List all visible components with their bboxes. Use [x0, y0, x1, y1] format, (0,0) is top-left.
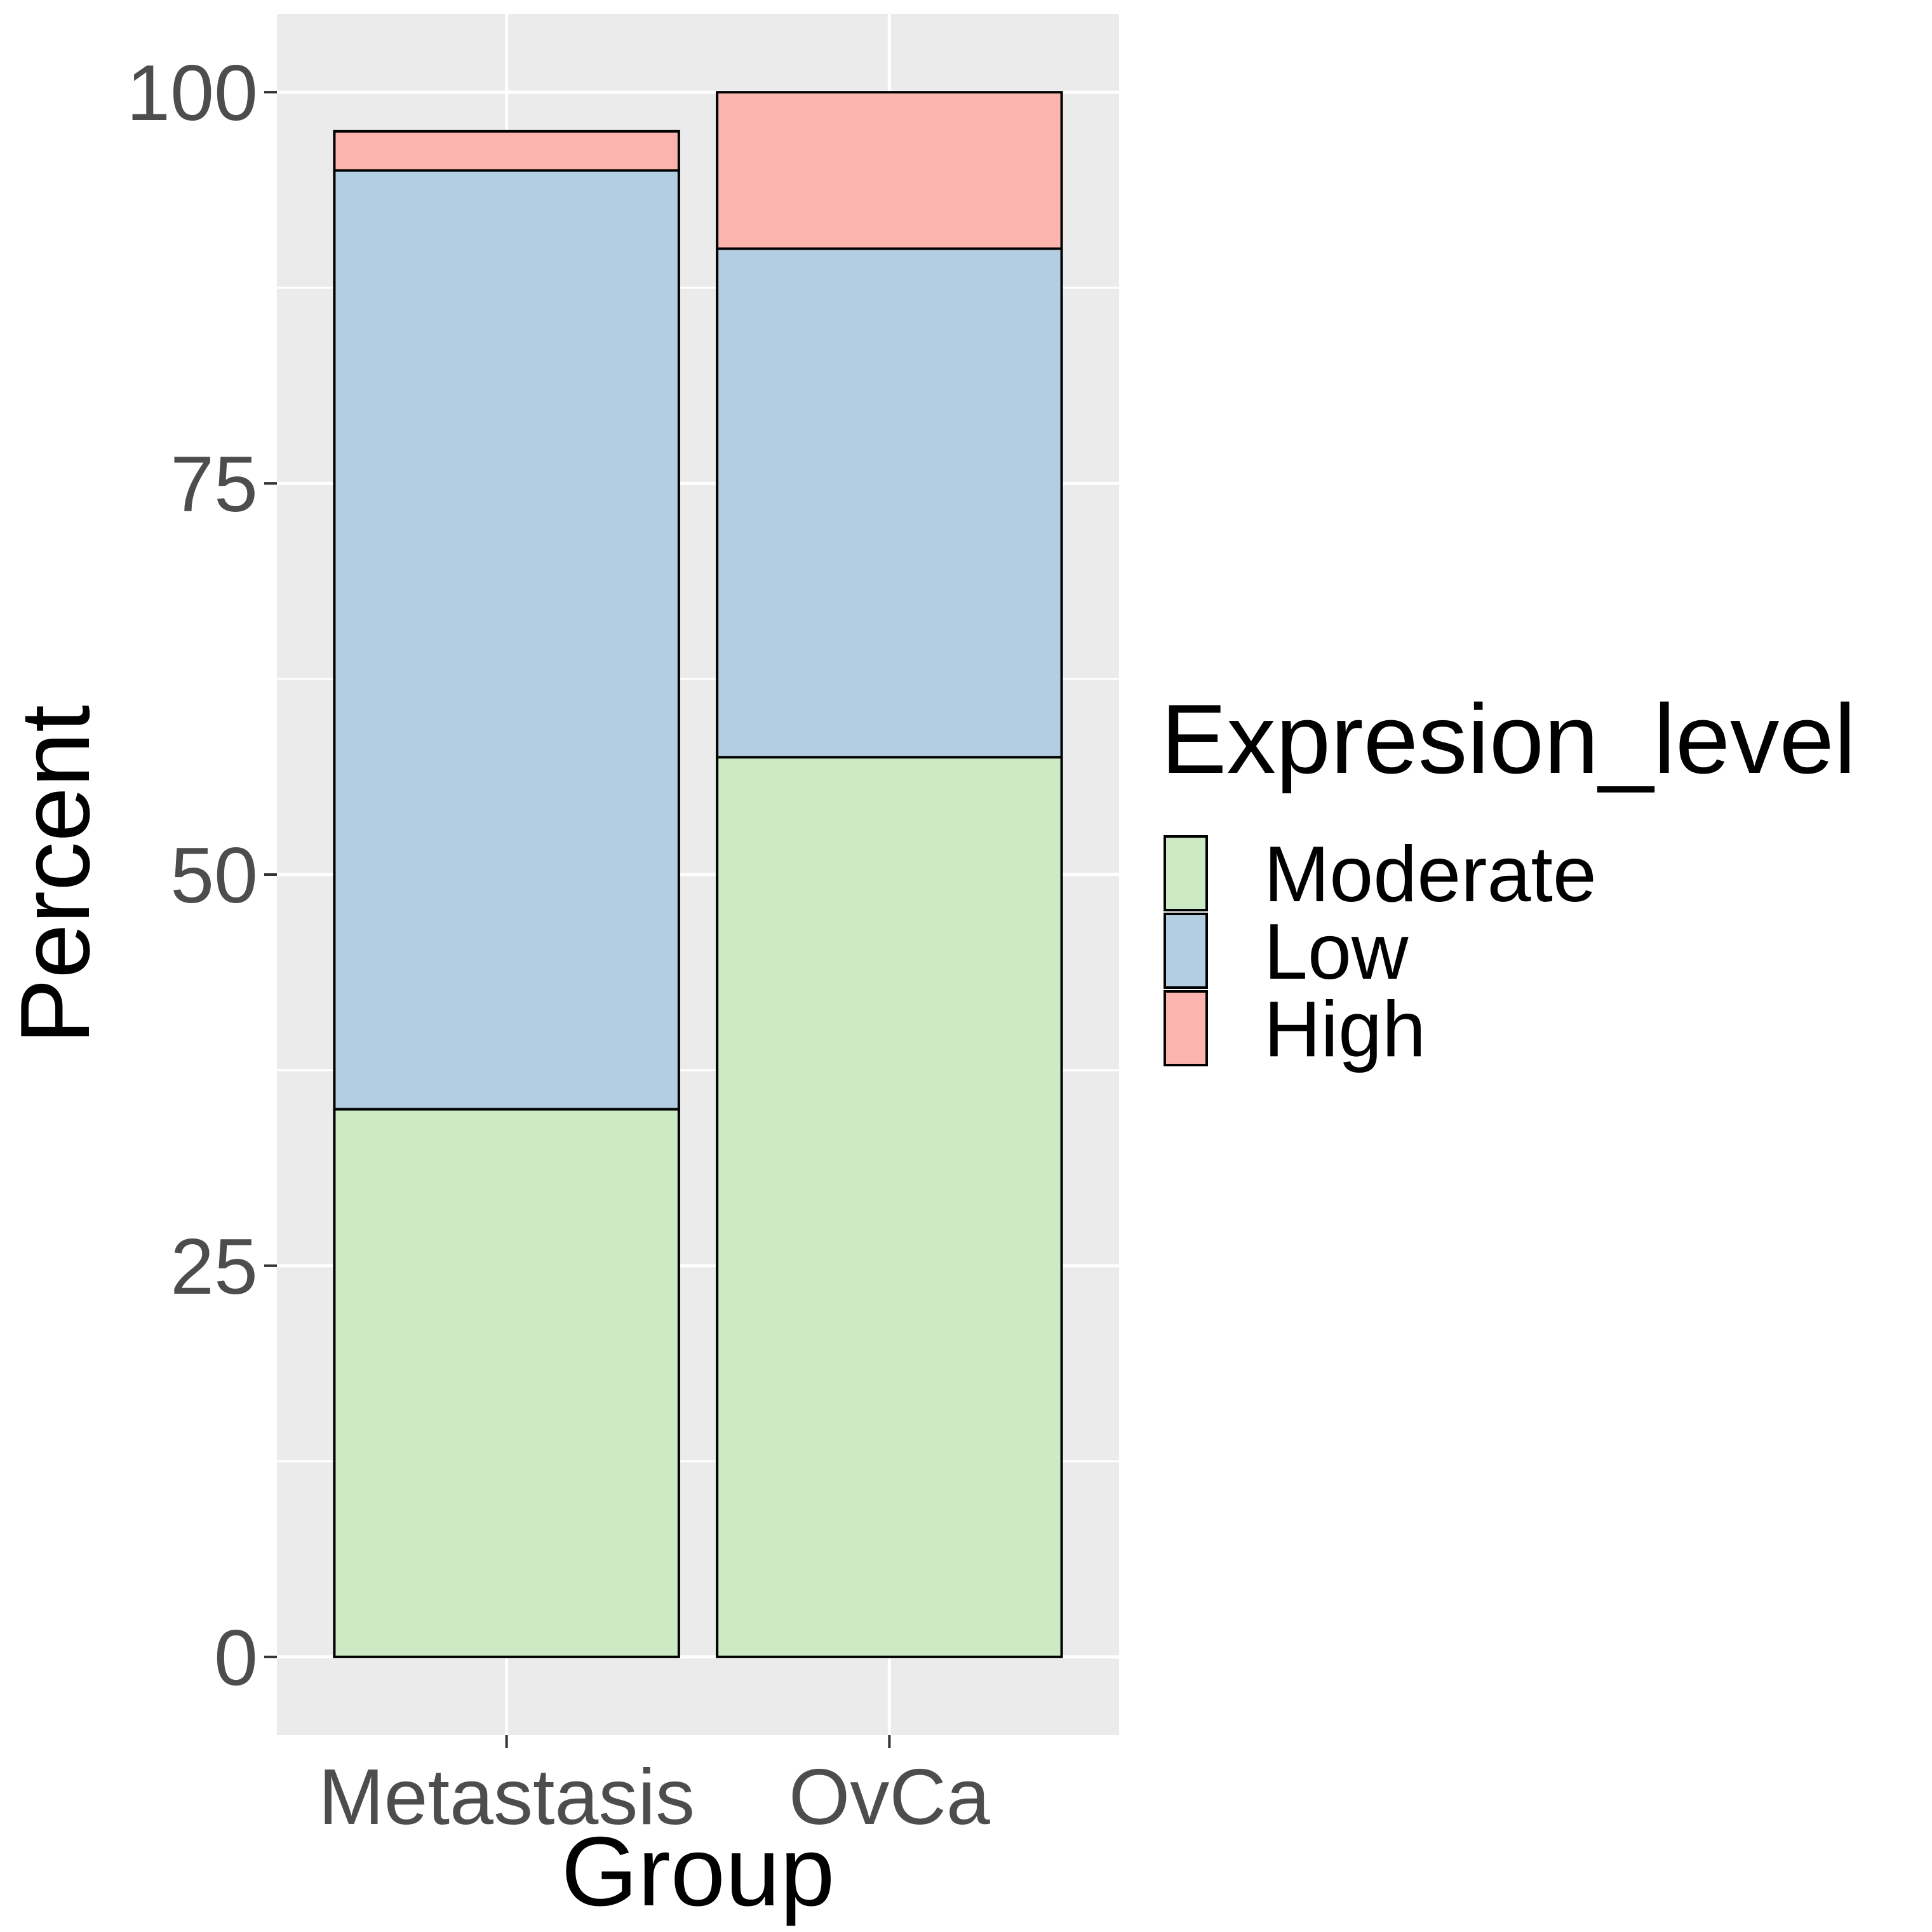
- x-axis-title: Group: [561, 1816, 835, 1926]
- legend-label-high: High: [1264, 986, 1426, 1073]
- bar-layer: [333, 91, 1063, 1658]
- axis-layer: 0 25 50 75 100 Metastasis OvCa: [126, 50, 990, 1841]
- legend-title: Expresion_level: [1161, 684, 1856, 794]
- x-tick-label: OvCa: [789, 1754, 990, 1841]
- y-tick-label: 75: [170, 441, 258, 528]
- bar-segment-metastasis-moderate: [333, 1108, 680, 1658]
- legend-key-low: [1164, 913, 1208, 989]
- y-tick-label: 25: [170, 1223, 258, 1311]
- bar-segment-metastasis-high: [333, 130, 680, 172]
- y-tick-label: 0: [214, 1614, 258, 1702]
- y-tick-label: 100: [126, 50, 258, 137]
- legend-key-moderate: [1164, 835, 1208, 911]
- legend-key-high: [1164, 990, 1208, 1066]
- bar-segment-ovca-high: [716, 91, 1063, 250]
- bar-segment-ovca-moderate: [716, 756, 1063, 1658]
- x-tick-label: Metastasis: [318, 1754, 695, 1841]
- legend-label-moderate: Moderate: [1264, 831, 1597, 918]
- bar-segment-metastasis-low: [333, 169, 680, 1111]
- bar-segment-ovca-low: [716, 247, 1063, 759]
- y-axis-title: Percent: [0, 705, 110, 1044]
- legend-label-low: Low: [1264, 908, 1409, 996]
- y-tick-label: 50: [170, 832, 258, 920]
